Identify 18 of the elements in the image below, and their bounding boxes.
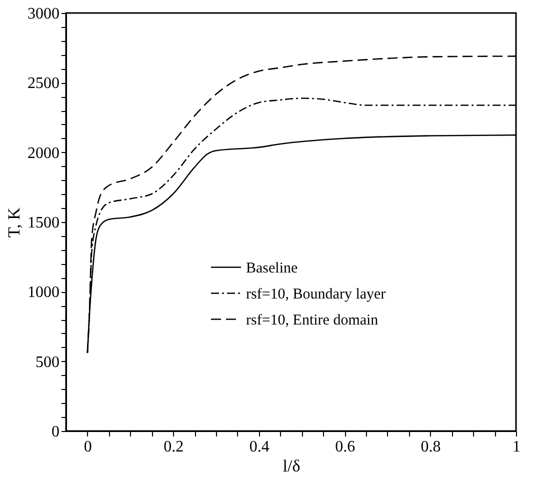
x-tick-label: 0.8 [420,438,441,456]
x-tick-label: 0.4 [249,438,270,456]
y-tick-label: 500 [36,354,60,371]
y-tick-label: 2500 [28,75,60,92]
y-axis-title: T, K [4,206,24,238]
y-tick-label: 2000 [28,144,60,162]
x-tick-label: 1 [512,438,520,456]
y-tick-label: 0 [52,424,60,440]
x-tick-label: 0.6 [335,438,356,456]
y-tick-label: 3000 [28,6,60,22]
y-tick-label: 1500 [28,214,60,232]
x-axis-title: l/δ [282,456,300,476]
legend-label: rsf=10, Boundary layer [246,286,386,302]
y-tick-label: 1000 [28,284,60,302]
legend-label: rsf=10, Entire domain [246,312,379,328]
legend-label: Baseline [246,260,298,276]
x-tick-label: 0 [84,438,92,456]
x-tick-label: 0.2 [164,438,184,456]
